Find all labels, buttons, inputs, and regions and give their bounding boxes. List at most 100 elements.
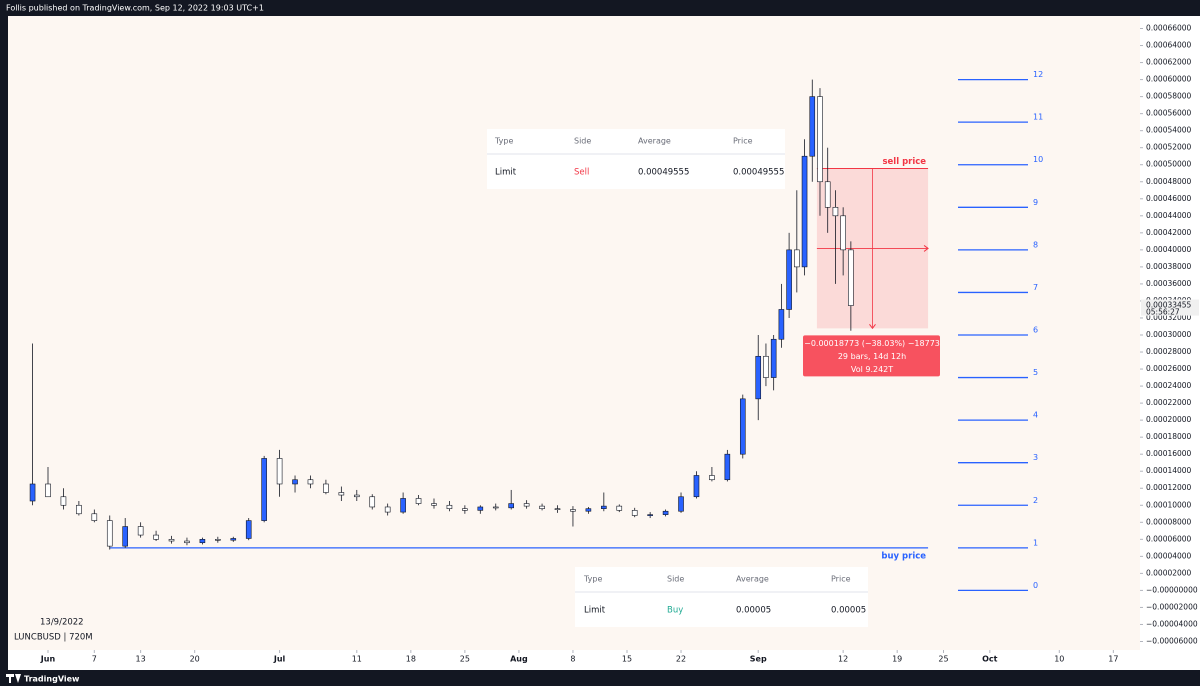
y-tick-label: 0.00052000 <box>1146 143 1192 152</box>
candle-body <box>817 96 823 183</box>
candle-body <box>122 526 128 547</box>
candle-body <box>570 509 576 512</box>
table-header: Side <box>667 575 684 584</box>
logo <box>6 674 21 683</box>
y-tick-label: 0.00032000 <box>1146 313 1192 322</box>
x-tick-label: 20 <box>190 655 200 664</box>
measure-arrow <box>869 324 876 330</box>
y-tick-label: 0.00044000 <box>1146 211 1192 220</box>
y-tick-label: −0.00004000 <box>1146 619 1198 628</box>
y-tick-label: 0.00062000 <box>1146 58 1192 67</box>
measure-arrow <box>923 245 929 252</box>
candle-body <box>778 309 785 340</box>
candle-body <box>184 540 190 544</box>
table-cell: 0.00005 <box>736 606 771 616</box>
x-tick-label: 19 <box>892 655 902 664</box>
candle-body <box>739 398 746 455</box>
x-tick-label: 25 <box>460 655 470 664</box>
y-tick-label: 0.00002000 <box>1146 568 1192 577</box>
y-tick-label: 0.00026000 <box>1146 364 1192 373</box>
level-label: 8 <box>1033 240 1038 249</box>
candle-body <box>276 458 283 485</box>
level-label: 2 <box>1033 496 1038 505</box>
y-tick-label: 0.00066000 <box>1146 24 1192 33</box>
x-tick-label: Oct <box>982 655 998 664</box>
candle-body <box>539 505 545 509</box>
candle-body <box>168 539 175 542</box>
footer: TradingView <box>24 675 80 684</box>
candle-body <box>307 479 314 485</box>
time-axis <box>8 650 1200 670</box>
candle-body <box>832 206 839 217</box>
y-tick-label: 0.00022000 <box>1146 398 1192 407</box>
y-tick-label: −0.00002000 <box>1146 602 1198 611</box>
candle-body <box>709 475 715 481</box>
y-tick-label: 0.00060000 <box>1146 75 1192 84</box>
y-tick-label: 0.00050000 <box>1146 160 1192 169</box>
candle-body <box>45 483 51 498</box>
y-tick-label: 0.00046000 <box>1146 194 1192 203</box>
candle-body <box>76 504 82 515</box>
level-label: 0 <box>1033 581 1038 590</box>
header: Follis published on TradingView.com, Sep… <box>6 4 264 13</box>
y-tick-label: 0.00040000 <box>1146 245 1192 254</box>
measure-text: 29 bars, 14d 12h <box>838 352 906 361</box>
level-label: 5 <box>1033 368 1038 377</box>
y-tick-label: 0.00038000 <box>1146 262 1192 271</box>
table-cell: Buy <box>667 606 683 616</box>
candle-body <box>91 513 98 521</box>
candle-body <box>585 508 592 512</box>
y-tick-label: 0.00012000 <box>1146 483 1192 492</box>
y-tick-label: 0.00014000 <box>1146 466 1192 475</box>
level-label: 4 <box>1033 411 1038 420</box>
y-tick-label: 0.00058000 <box>1146 92 1192 101</box>
candle-body <box>848 249 854 306</box>
table-header: Average <box>736 575 769 584</box>
x-tick-label: 18 <box>406 655 416 664</box>
y-tick-label: 0.00006000 <box>1146 534 1192 543</box>
table-cell: 0.00049555 <box>638 168 689 178</box>
y-tick-label: 0.00020000 <box>1146 415 1192 424</box>
table-header: Average <box>638 137 671 146</box>
x-tick-label: 15 <box>622 655 632 664</box>
measure-tooltip <box>803 335 940 377</box>
candle-body <box>770 338 777 378</box>
candle-body <box>794 249 800 268</box>
candle-body <box>724 453 731 481</box>
candle-body <box>647 514 653 516</box>
candle-body <box>369 496 376 508</box>
candle-body <box>60 496 67 506</box>
candle-body <box>840 215 846 251</box>
candle-body <box>554 508 561 510</box>
level-label: 12 <box>1033 70 1043 79</box>
y-tick-label: 0.00056000 <box>1146 109 1192 118</box>
candle-body <box>693 475 700 498</box>
candle-body <box>29 483 36 502</box>
x-tick-label: Aug <box>510 655 528 664</box>
candle-body <box>755 355 762 400</box>
x-tick-label: Jun <box>40 655 56 664</box>
sell-label: sell price <box>882 157 926 167</box>
y-tick-label: 0.00004000 <box>1146 551 1192 560</box>
candle-body <box>230 538 237 541</box>
candle-body <box>601 505 607 509</box>
y-tick-label: 0.00036000 <box>1146 279 1192 288</box>
level-label: 7 <box>1033 283 1038 292</box>
last-price: 0.00033455 <box>1146 301 1192 310</box>
candle-body <box>153 534 159 540</box>
y-tick-label: 0.00016000 <box>1146 449 1192 458</box>
table-cell: Sell <box>574 168 589 178</box>
table-header: Type <box>583 575 602 584</box>
y-tick-label: 0.00024000 <box>1146 381 1192 390</box>
candle-body <box>786 249 792 310</box>
table-header: Price <box>831 575 851 584</box>
price-tag <box>1141 299 1199 316</box>
candle-body <box>763 355 769 378</box>
table-cell: 0.00005 <box>831 606 866 616</box>
y-tick-label: 0.00064000 <box>1146 41 1192 50</box>
x-tick-label: 17 <box>1108 655 1118 664</box>
order-table <box>575 567 868 627</box>
y-tick-label: 0.00028000 <box>1146 347 1192 356</box>
x-tick-label: 11 <box>352 655 362 664</box>
